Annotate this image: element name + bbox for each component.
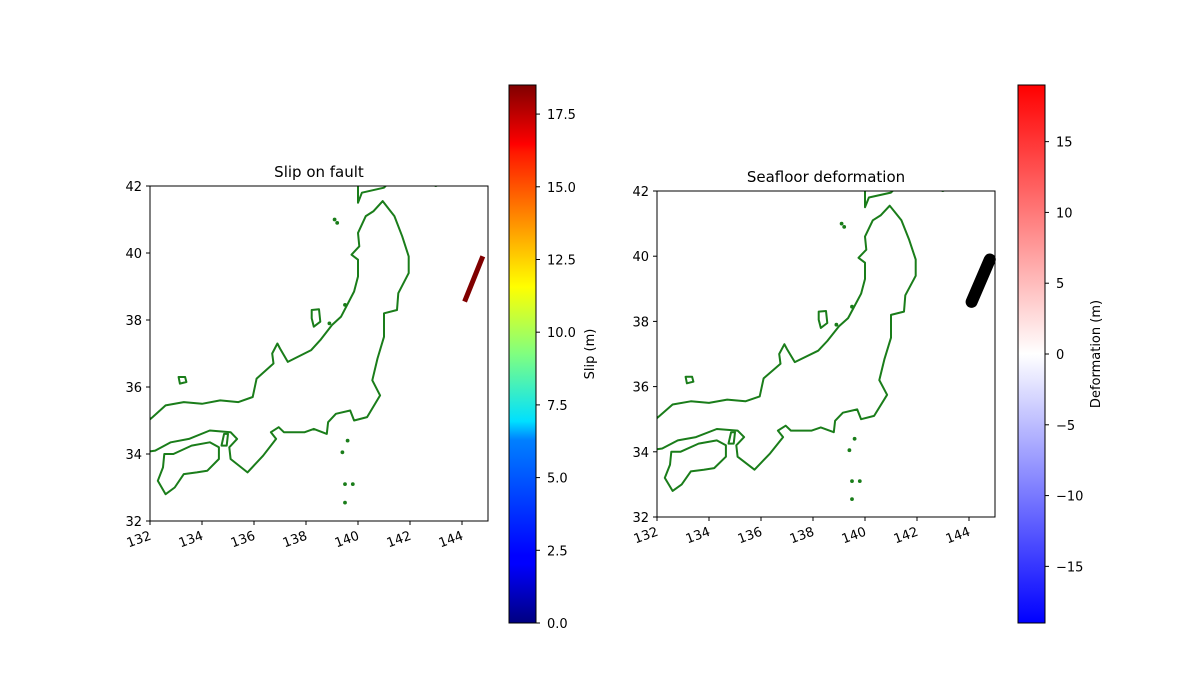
- coastline-segment: [357, 186, 439, 204]
- islet: [332, 217, 337, 222]
- islet: [852, 436, 857, 441]
- slip-colorbar-ticks: 0.0 2.5 5.0 7.5 10.0 12.5 15.0 17.5: [536, 108, 576, 632]
- coastline-segment: [864, 191, 946, 209]
- colorbar-tick-label: 10.0: [547, 326, 576, 341]
- x-tick-label: 138: [281, 529, 309, 552]
- islet: [327, 321, 332, 326]
- colorbar-tick-label: −10: [1056, 490, 1083, 505]
- colorbar-tick-label: 7.5: [547, 399, 568, 414]
- islet: [350, 482, 355, 487]
- slip-map-title: Slip on fault: [274, 163, 364, 181]
- x-tick-label: 136: [736, 525, 764, 548]
- slip-map-x-ticks: 132 134 136 138 140 142 144: [125, 521, 465, 551]
- islet: [834, 322, 839, 327]
- deformation-fault: [965, 253, 996, 308]
- colorbar-tick-label: 15: [1056, 136, 1073, 151]
- islet: [345, 438, 350, 443]
- y-tick-label: 34: [632, 446, 649, 461]
- slip-map-y-ticks: 32 34 36 38 40 42: [125, 180, 150, 530]
- slip-map-axes: [150, 186, 488, 521]
- islet: [857, 479, 862, 484]
- coastline-segment: [156, 441, 220, 496]
- islet: [850, 497, 854, 502]
- colorbar-tick-label: 5: [1056, 277, 1064, 292]
- x-tick-label: 144: [944, 525, 972, 548]
- deformation-map-frame: [656, 190, 996, 518]
- x-tick-label: 142: [892, 525, 920, 548]
- slip-fault: [462, 255, 486, 303]
- colorbar-tick-label: 2.5: [547, 544, 568, 559]
- y-tick-label: 42: [632, 185, 649, 200]
- islet: [850, 479, 854, 484]
- deformation-colorbar-ticks: −15 −10 −5 0 5 10 15: [1045, 136, 1083, 575]
- deformation-map-axes: [657, 191, 995, 517]
- y-tick-label: 36: [632, 381, 649, 396]
- islet: [343, 482, 347, 487]
- coastline-segment: [727, 431, 736, 445]
- x-tick-label: 132: [632, 525, 660, 548]
- islet: [839, 221, 844, 226]
- x-tick-label: 132: [125, 529, 153, 552]
- coastline-segment: [310, 308, 322, 328]
- coastline-segment: [657, 204, 917, 471]
- y-tick-label: 34: [125, 448, 142, 463]
- y-tick-label: 32: [125, 515, 142, 530]
- slip-colorbar-gradient: [508, 84, 537, 624]
- slip-map-coastline: [150, 186, 439, 505]
- deformation-colorbar-gradient: [1017, 84, 1046, 624]
- x-tick-label: 142: [385, 529, 413, 552]
- x-tick-label: 134: [684, 525, 712, 548]
- islet: [335, 221, 340, 225]
- slip-colorbar: 0.0 2.5 5.0 7.5 10.0 12.5 15.0 17.5 Slip (m): [508, 84, 598, 632]
- deformation-colorbar: −15 −10 −5 0 5 10 15 Deformation (m): [1017, 84, 1104, 624]
- y-tick-label: 40: [632, 250, 649, 265]
- y-tick-label: 36: [125, 381, 142, 396]
- coastline-segment: [663, 439, 727, 492]
- x-tick-label: 136: [229, 529, 257, 552]
- coastline-segment: [817, 310, 829, 329]
- islet: [343, 303, 347, 307]
- colorbar-tick-label: 17.5: [547, 108, 576, 123]
- coastline-segment: [220, 432, 229, 447]
- y-tick-label: 42: [125, 180, 142, 195]
- deformation-map: Seafloor deformation 132 134 136 138 140 142 1…: [632, 168, 996, 547]
- deformation-colorbar-label: Deformation (m): [1089, 300, 1104, 408]
- y-tick-label: 38: [125, 314, 142, 329]
- colorbar-tick-label: 0: [1056, 348, 1064, 363]
- deformation-map-title: Seafloor deformation: [747, 168, 905, 186]
- colorbar-tick-label: −15: [1056, 560, 1083, 575]
- islet: [343, 500, 347, 505]
- y-tick-label: 40: [125, 247, 142, 262]
- islet: [340, 450, 345, 455]
- y-tick-label: 32: [632, 511, 649, 526]
- deformation-map-y-ticks: 32 34 36 38 40 42: [632, 185, 657, 526]
- colorbar-tick-label: 0.0: [547, 617, 568, 632]
- islet: [850, 304, 854, 309]
- colorbar-tick-label: −5: [1056, 419, 1075, 434]
- deformation-map-x-ticks: 132 134 136 138 140 142 144: [632, 517, 972, 547]
- islet: [842, 225, 847, 229]
- coastline-segment: [684, 375, 695, 385]
- colorbar-tick-label: 12.5: [547, 253, 576, 268]
- coastline-segment: [177, 376, 188, 385]
- x-tick-label: 140: [333, 529, 361, 552]
- slip-map-frame: [149, 185, 489, 522]
- coastline-segment: [150, 200, 410, 474]
- x-tick-label: 134: [177, 529, 205, 552]
- x-tick-label: 138: [788, 525, 816, 548]
- islet: [847, 448, 852, 453]
- colorbar-tick-label: 15.0: [547, 181, 576, 196]
- colorbar-tick-label: 10: [1056, 206, 1073, 221]
- x-tick-label: 144: [437, 529, 465, 552]
- x-tick-label: 140: [840, 525, 868, 548]
- deformation-map-coastline: [657, 191, 946, 502]
- slip-colorbar-label: Slip (m): [583, 329, 598, 380]
- slip-map: Slip on fault 132 134 136 138 140 142 144 32 34…: [125, 163, 489, 551]
- colorbar-tick-label: 5.0: [547, 472, 568, 487]
- y-tick-label: 38: [632, 315, 649, 330]
